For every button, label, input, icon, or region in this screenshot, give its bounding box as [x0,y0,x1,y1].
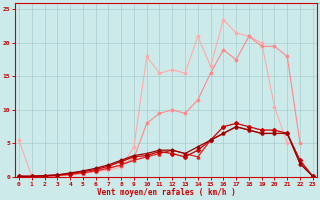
X-axis label: Vent moyen/en rafales ( km/h ): Vent moyen/en rafales ( km/h ) [97,188,235,197]
